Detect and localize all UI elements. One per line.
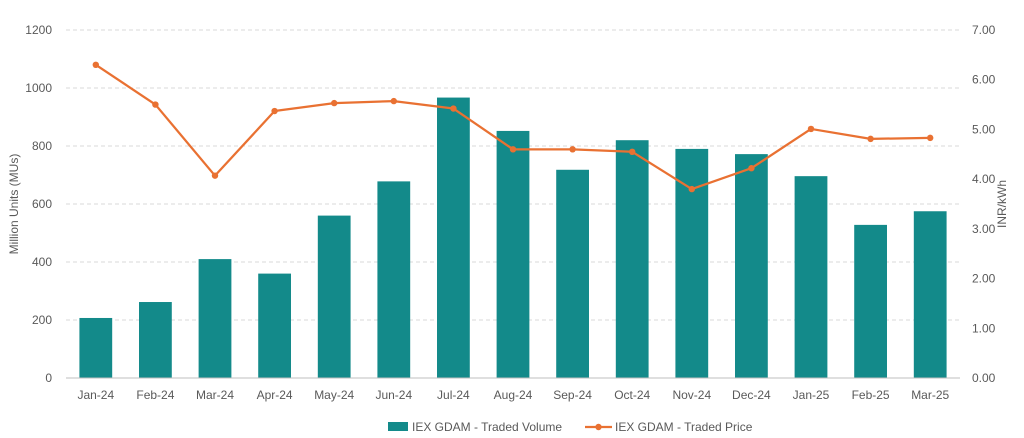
legend-swatch-volume [388,422,408,431]
x-tick-label: Dec-24 [732,388,771,402]
legend-label-volume: IEX GDAM - Traded Volume [412,420,562,434]
right-axis-title: INR/kWh [995,180,1009,228]
price-point [569,146,576,153]
y-tick-label: 800 [32,139,52,153]
x-tick-label: Jul-24 [437,388,470,402]
volume-bar [258,273,291,378]
volume-bar [139,302,172,378]
x-tick-label: Feb-25 [852,388,890,402]
x-tick-label: Nov-24 [672,388,711,402]
price-point [807,125,815,133]
x-tick-label: Aug-24 [494,388,533,402]
price-point [390,97,397,105]
y-tick-label: 400 [32,255,52,269]
y2-tick-label: 1.00 [972,321,996,335]
price-point [331,99,338,107]
left-axis-ticks: 0 200 400 600 800 1000 1200 [25,23,52,385]
x-tick-label: Mar-25 [911,388,949,402]
y2-tick-label: 2.00 [972,272,996,286]
price-point [748,165,755,172]
x-tick-label: Jan-25 [793,388,830,402]
volume-bar [854,224,887,378]
volume-bar [198,259,232,378]
x-tick-label: May-24 [314,388,354,402]
x-tick-label: Feb-24 [136,388,174,402]
price-point [867,135,874,143]
y2-tick-label: 3.00 [972,222,996,236]
y2-tick-label: 5.00 [972,122,996,136]
right-axis-ticks: 0.00 1.00 2.00 3.00 4.00 5.00 6.00 7.00 [972,23,996,385]
price-point [211,172,219,179]
volume-bar [377,181,411,378]
x-tick-label: Jun-24 [375,388,412,402]
price-point [927,134,934,142]
price-line [92,61,934,193]
x-tick-label: Oct-24 [614,388,650,402]
y2-tick-label: 7.00 [972,23,996,37]
price-point [152,101,159,108]
volume-bar [735,154,768,378]
legend-swatch-price-marker [595,423,602,431]
volume-bar [913,211,947,378]
x-axis-ticks: Jan-24 Feb-24 Mar-24 Apr-24 May-24 Jun-24 Jul-… [77,388,949,402]
left-axis-title: Million Units (MUs) [7,154,21,255]
volume-bar [317,215,351,378]
x-tick-label: Apr-24 [257,388,293,402]
y-tick-label: 200 [32,313,52,327]
y-tick-label: 1200 [25,23,52,37]
price-point [271,107,278,115]
volume-bar [79,317,113,378]
x-tick-label: Jan-24 [77,388,114,402]
price-point [450,105,457,112]
price-point [92,61,100,68]
y-tick-label: 0 [45,371,52,385]
volume-bar [615,140,649,378]
volume-bars [79,97,947,378]
y-tick-label: 600 [32,197,52,211]
y-tick-label: 1000 [25,81,52,95]
legend: IEX GDAM - Traded Volume IEX GDAM - Trad… [388,420,753,434]
price-point [688,185,695,193]
y2-tick-label: 0.00 [972,371,996,385]
y2-tick-label: 6.00 [972,73,996,87]
price-point [629,148,636,155]
x-tick-label: Mar-24 [196,388,234,402]
volume-bar [794,176,828,378]
volume-bar [675,148,709,378]
y2-tick-label: 4.00 [972,172,996,186]
volume-bar [496,130,530,378]
volume-bar [556,169,589,378]
legend-label-price: IEX GDAM - Traded Price [615,420,753,434]
x-tick-label: Sep-24 [553,388,592,402]
price-point [509,146,517,153]
volume-bar [437,97,470,378]
